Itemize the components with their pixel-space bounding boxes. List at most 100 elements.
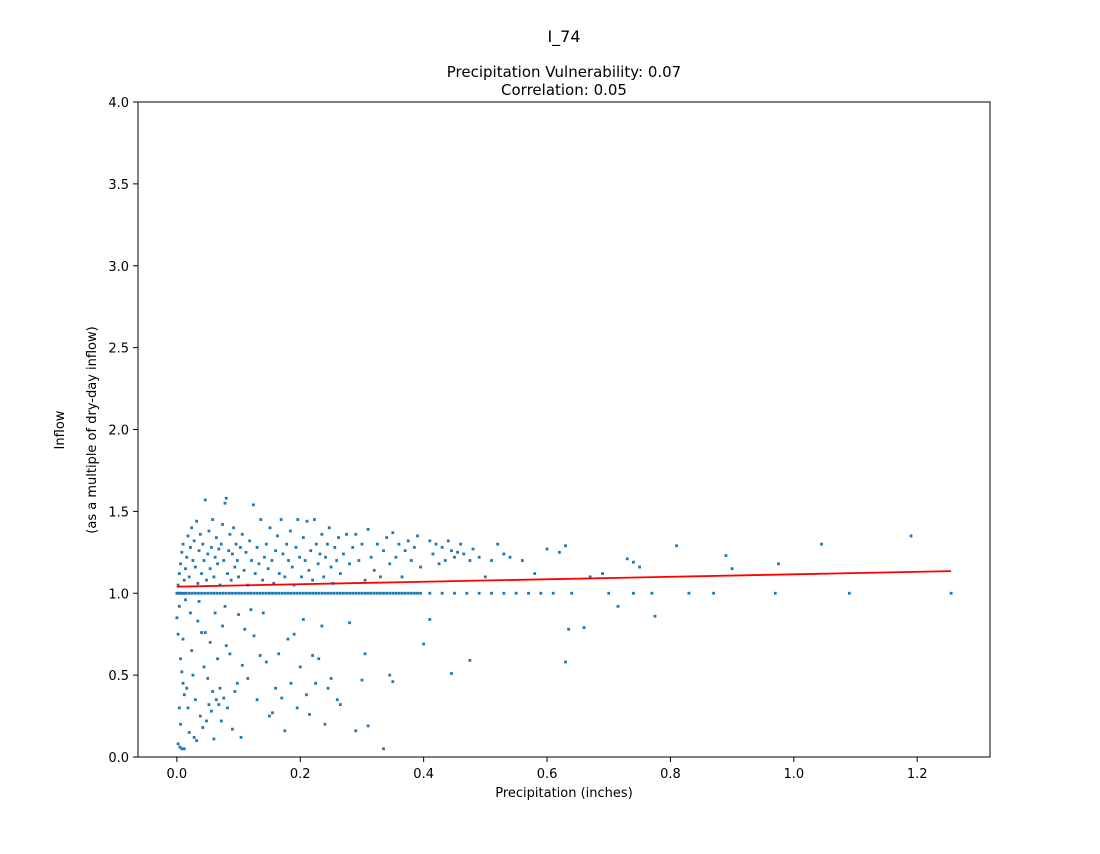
- data-point: [228, 652, 232, 656]
- data-point: [724, 554, 728, 557]
- data-point: [296, 518, 300, 521]
- data-point: [240, 532, 244, 536]
- data-point: [295, 591, 299, 595]
- data-point: [175, 591, 179, 595]
- trend-line: [176, 570, 952, 588]
- data-point: [564, 660, 567, 664]
- data-point: [616, 604, 620, 608]
- data-point: [601, 572, 604, 575]
- data-point: [250, 559, 253, 562]
- data-point: [179, 657, 182, 661]
- data-point: [332, 591, 336, 595]
- data-point: [311, 591, 314, 595]
- data-point: [249, 608, 253, 612]
- data-point: [178, 591, 182, 595]
- data-point: [286, 637, 290, 641]
- data-point: [190, 526, 194, 530]
- data-point: [406, 591, 410, 595]
- data-point: [212, 591, 216, 595]
- data-point: [305, 519, 309, 523]
- data-point: [342, 552, 345, 556]
- data-point: [431, 552, 435, 556]
- x-axis-label: Precipitation (inches): [495, 786, 633, 801]
- data-point: [206, 552, 210, 556]
- data-point: [338, 591, 342, 595]
- data-point: [345, 591, 348, 595]
- data-point: [338, 703, 342, 706]
- data-point: [290, 565, 294, 569]
- data-point: [189, 546, 192, 549]
- data-point: [229, 578, 233, 582]
- data-point: [847, 591, 851, 595]
- data-point: [730, 567, 734, 571]
- data-point: [203, 631, 207, 634]
- data-point: [369, 555, 373, 559]
- data-point: [308, 713, 311, 716]
- data-point: [180, 550, 184, 554]
- data-point: [196, 582, 200, 585]
- data-point: [261, 611, 265, 615]
- data-point: [239, 546, 242, 549]
- data-point: [221, 624, 224, 628]
- data-point: [462, 552, 466, 556]
- data-point: [182, 693, 186, 697]
- data-point: [203, 498, 207, 502]
- data-point: [240, 663, 244, 667]
- data-point: [209, 591, 213, 595]
- data-point: [203, 591, 207, 595]
- data-point: [185, 686, 189, 690]
- data-point: [255, 698, 259, 702]
- data-point: [217, 703, 221, 706]
- data-point: [348, 591, 352, 595]
- data-point: [191, 559, 195, 562]
- data-point: [274, 591, 277, 595]
- data-point: [354, 729, 358, 733]
- data-point: [214, 698, 218, 702]
- data-point: [274, 686, 277, 690]
- data-point: [208, 640, 212, 644]
- data-point: [514, 591, 518, 595]
- data-point: [305, 591, 308, 595]
- data-point: [382, 549, 385, 553]
- data-point: [776, 562, 780, 566]
- data-point: [195, 739, 199, 743]
- data-point: [357, 559, 361, 562]
- data-point: [217, 547, 221, 551]
- data-point: [214, 536, 218, 539]
- data-point: [244, 550, 248, 554]
- data-point: [440, 591, 444, 595]
- data-point: [178, 745, 182, 749]
- data-point: [520, 559, 524, 562]
- data-point: [300, 575, 303, 579]
- data-point: [385, 591, 389, 595]
- data-point: [237, 575, 240, 579]
- data-point: [397, 591, 401, 595]
- data-point: [252, 591, 256, 595]
- data-point: [533, 572, 537, 575]
- chart-title-line1: Precipitation Vulnerability: 0.07: [447, 63, 681, 81]
- data-point: [216, 657, 219, 661]
- data-point: [233, 565, 237, 569]
- data-point: [351, 591, 355, 595]
- data-point: [342, 591, 345, 595]
- data-point: [193, 698, 197, 702]
- data-point: [345, 532, 348, 536]
- data-point: [545, 547, 549, 551]
- data-point: [211, 518, 215, 521]
- data-point: [285, 542, 289, 546]
- data-point: [326, 591, 330, 595]
- data-point: [246, 591, 250, 595]
- data-point: [176, 742, 180, 746]
- data-point: [182, 747, 186, 751]
- data-point: [820, 542, 823, 546]
- data-point: [274, 549, 277, 553]
- data-point: [252, 634, 256, 638]
- data-point: [456, 550, 459, 554]
- data-point: [419, 591, 422, 595]
- data-point: [230, 552, 234, 556]
- data-point: [412, 546, 416, 549]
- data-point: [185, 555, 189, 559]
- data-point: [313, 518, 316, 521]
- data-point: [261, 591, 265, 595]
